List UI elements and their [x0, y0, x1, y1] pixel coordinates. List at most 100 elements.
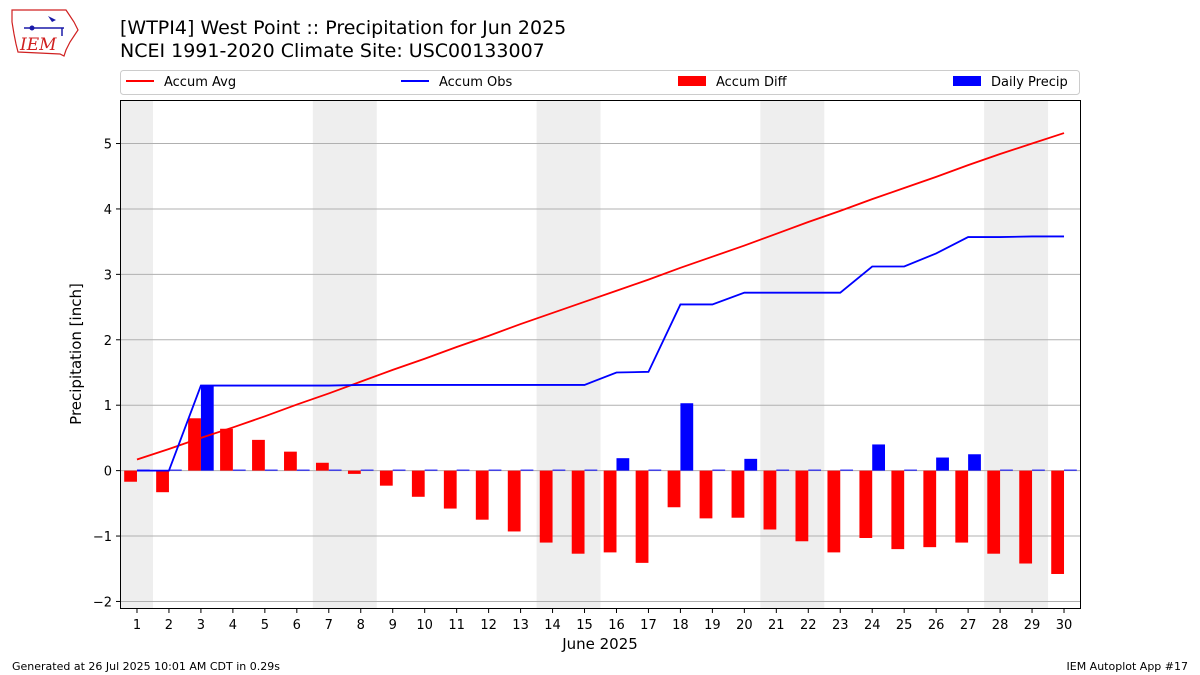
x-tick-label: 21 — [768, 618, 785, 633]
chart-title: [WTPI4] West Point :: Precipitation for … — [120, 17, 567, 39]
x-tick-label: 26 — [928, 618, 945, 633]
y-tick-label: 4 — [104, 203, 112, 218]
accum-diff-bar-day-17 — [635, 470, 649, 563]
daily-precip-bar-day-15 — [584, 469, 598, 471]
daily-precip-bar-day-16 — [616, 458, 630, 471]
accum-diff-bar-day-23 — [827, 470, 841, 553]
accum-diff-bar-day-16 — [603, 470, 617, 553]
accum-diff-bar-day-2 — [156, 470, 169, 493]
y-axis-label: Precipitation [inch] — [67, 283, 85, 425]
logo-text: IEM — [19, 35, 57, 55]
x-tick-label: 20 — [736, 618, 753, 633]
chart-subtitle: NCEI 1991-2020 Climate Site: USC00133007 — [120, 40, 545, 62]
y-tick-label: 1 — [104, 399, 112, 414]
footer-generated-text: Generated at 26 Jul 2025 10:01 AM CDT in… — [12, 660, 280, 673]
accum-diff-bar-day-11 — [443, 470, 457, 509]
accum-diff-bar-day-20 — [731, 470, 745, 518]
daily-precip-bar-day-30 — [1064, 469, 1077, 471]
x-axis-ticks: 1 2 3 4 5 6 7 8 9 10 11 12 13 14 15 16 17 18 19 20 21 22 23 24 2… — [133, 608, 1072, 633]
y-tick-label: 0 — [104, 465, 112, 480]
accum-diff-bar-day-28 — [987, 470, 1001, 554]
x-tick-label: 10 — [416, 618, 433, 633]
y-tick-label: 2 — [104, 334, 112, 349]
accum-diff-bar-day-25 — [891, 470, 905, 550]
accum-diff-bar-day-27 — [955, 470, 969, 543]
accum-diff-bar-day-10 — [411, 470, 425, 497]
legend-accum-diff-label: Accum Diff — [716, 75, 788, 90]
x-tick-label: 25 — [896, 618, 913, 633]
accum-diff-bar-day-18 — [667, 470, 681, 508]
accum-diff-bar-day-22 — [795, 470, 809, 542]
daily-precip-bar-day-9 — [392, 469, 406, 471]
accum-avg-line — [136, 132, 1065, 461]
daily-precip-bar-day-8 — [360, 469, 374, 471]
accum-diff-bar-day-7 — [315, 462, 329, 471]
daily-precip-bar-day-27 — [968, 454, 981, 471]
legend-daily-precip-label: Daily Precip — [991, 75, 1068, 90]
legend-accum-diff-swatch — [678, 76, 706, 86]
legend-box — [120, 70, 1080, 95]
legend: Accum Avg Accum Obs Accum Diff Daily Precip — [120, 70, 1080, 95]
x-tick-label: 17 — [640, 618, 657, 633]
y-axis-ticks: −2 −1 0 1 2 3 4 5 — [93, 138, 121, 610]
daily-precip-bar-day-29 — [1032, 469, 1045, 471]
x-axis-label: June 2025 — [561, 635, 638, 653]
weekend-band-3 — [760, 101, 825, 608]
x-tick-label: 4 — [229, 618, 237, 633]
x-tick-label: 5 — [261, 618, 269, 633]
accum-diff-bar-day-19 — [699, 470, 713, 519]
accum-diff-bar-day-1 — [124, 470, 137, 482]
legend-accum-obs-label: Accum Obs — [439, 75, 512, 90]
weekend-band-0 — [121, 101, 153, 608]
daily-precip-bar-day-22 — [808, 469, 822, 471]
daily-precip-bar-day-28 — [1000, 469, 1013, 471]
accum-diff-bar-day-5 — [252, 439, 265, 471]
daily-precip-bar-day-18 — [680, 403, 694, 471]
iem-logo: IEM — [11, 9, 79, 57]
x-tick-label: 14 — [544, 618, 561, 633]
accum-diff-bar-day-29 — [1019, 470, 1033, 564]
daily-precip-bar-day-10 — [424, 469, 438, 471]
accum-diff-bar-day-26 — [923, 470, 937, 548]
daily-precip-bar-day-5 — [264, 469, 278, 471]
accum-diff-bar-day-3 — [188, 418, 201, 471]
daily-precip-bar-day-17 — [648, 469, 662, 471]
daily-precip-bar-day-23 — [840, 469, 854, 471]
accum-diff-bar-day-4 — [220, 428, 233, 471]
daily-precip-bar-day-2 — [168, 469, 182, 471]
daily-precip-bar-day-11 — [456, 469, 470, 471]
daily-precip-bar-day-6 — [296, 469, 310, 471]
accum-obs-line — [136, 235, 1065, 472]
y-tick-label: −2 — [93, 595, 112, 610]
accum-diff-bar-day-24 — [859, 470, 873, 539]
series-lines — [136, 132, 1065, 472]
x-tick-label: 11 — [448, 618, 465, 633]
iowa-state-outline-icon — [11, 9, 79, 57]
daily-precip-bar-day-20 — [744, 458, 758, 471]
accum-diff-bar-day-21 — [763, 470, 777, 530]
x-tick-label: 15 — [576, 618, 593, 633]
y-tick-label: 3 — [104, 268, 112, 283]
x-tick-label: 7 — [325, 618, 333, 633]
daily-precip-bar-day-4 — [232, 469, 246, 471]
x-tick-label: 9 — [389, 618, 397, 633]
daily-precip-bar-day-24 — [872, 444, 886, 471]
x-tick-label: 27 — [960, 618, 977, 633]
bars — [124, 385, 1077, 574]
accum-diff-bar-day-14 — [539, 470, 553, 543]
x-tick-label: 28 — [992, 618, 1009, 633]
x-tick-label: 16 — [608, 618, 625, 633]
x-tick-label: 13 — [512, 618, 529, 633]
daily-precip-bar-day-12 — [488, 469, 502, 471]
daily-precip-bar-day-21 — [776, 469, 790, 471]
accum-diff-bar-day-13 — [507, 470, 521, 532]
daily-precip-bar-day-3 — [200, 385, 214, 471]
daily-precip-bar-day-19 — [712, 469, 726, 471]
x-tick-label: 12 — [480, 618, 497, 633]
x-tick-label: 22 — [800, 618, 817, 633]
footer-app-label: IEM Autoplot App #17 — [1066, 660, 1189, 673]
daily-precip-bar-day-26 — [936, 457, 949, 471]
accum-diff-bar-day-12 — [475, 470, 489, 520]
x-tick-label: 19 — [704, 618, 721, 633]
